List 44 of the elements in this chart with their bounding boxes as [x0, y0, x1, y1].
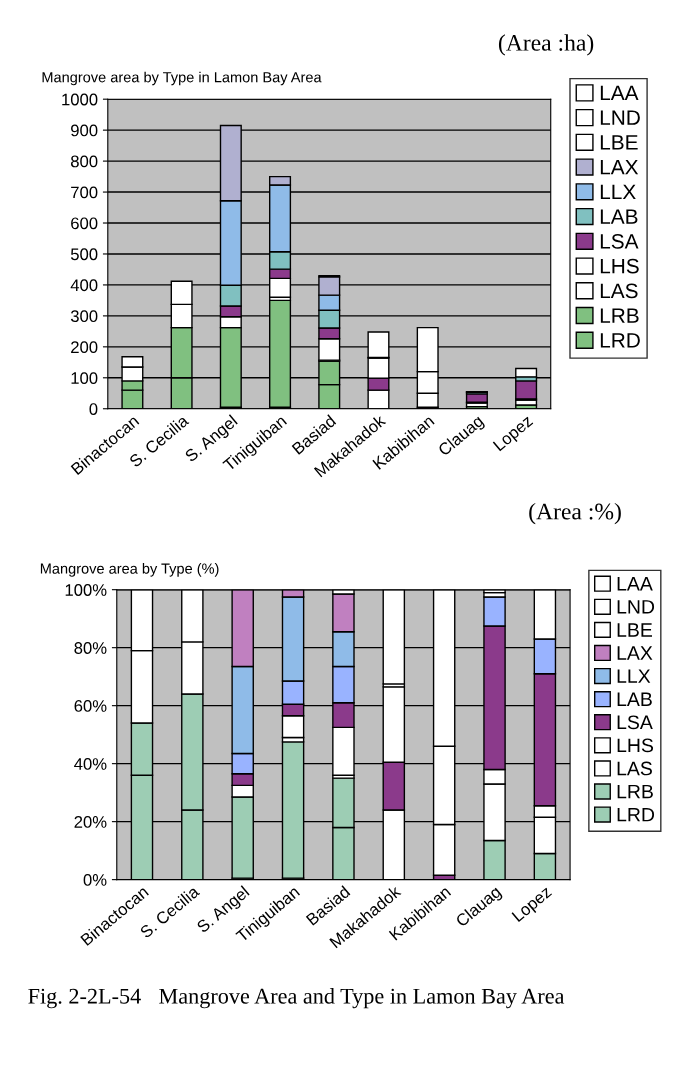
legend-label: LRD [600, 333, 640, 348]
y-tick-label: 300 [70, 310, 98, 323]
legend-label: LSA [617, 715, 653, 730]
y-tick-label: 500 [70, 248, 98, 261]
y-tick-label: 60% [74, 700, 107, 712]
y-tick-label: 1000 [62, 93, 98, 106]
chart-title: Mangrove area by Type in Lamon Bay Area [42, 71, 322, 86]
y-tick-label: 200 [71, 341, 98, 354]
legend-label: LRB [617, 784, 653, 799]
chart-title: Mangrove area by Type (%) [40, 563, 219, 577]
legend-label: LBE [600, 135, 638, 150]
legend-label: LLX [617, 669, 651, 683]
y-tick-label: 100% [65, 584, 107, 596]
legend-label: LAS [600, 283, 638, 299]
legend-label: LSA [600, 234, 639, 249]
legend-label: LAB [600, 209, 638, 224]
legend-label: LAX [600, 160, 639, 175]
legend-label: LRB [600, 308, 639, 323]
legend-label: LHS [617, 738, 654, 753]
y-tick-label: 40% [74, 758, 107, 770]
legend-label: LAS [617, 761, 652, 776]
y-tick-label: 600 [71, 217, 98, 230]
legend-label: LLX [600, 184, 636, 200]
y-tick-label: 80% [74, 642, 107, 654]
legend-label: LAB [617, 692, 652, 706]
legend-label: LND [617, 600, 655, 614]
legend-label: LAA [600, 85, 639, 101]
legend-label: LAX [617, 646, 653, 660]
y-tick-label: 20% [74, 816, 107, 828]
y-tick-label: 0% [83, 874, 107, 886]
y-tick-label: 0 [89, 403, 98, 415]
y-tick-label: 900 [71, 124, 98, 137]
y-tick-label: 700 [71, 186, 98, 199]
legend-label: LAA [617, 577, 653, 591]
caption: Fig. 2-2L-54 Mangrove Area and Type in Lamon Bay Area [28, 988, 565, 1009]
legend-label: LND [600, 110, 640, 125]
legend-label: LBE [617, 623, 652, 637]
legend-label: LHS [600, 258, 639, 274]
text: (Area :%) [529, 502, 621, 525]
text: (Area :ha) [498, 34, 594, 56]
y-tick-label: 400 [70, 279, 98, 292]
y-tick-label: 800 [70, 155, 98, 168]
legend-label: LRD [617, 807, 655, 822]
y-tick-label: 100 [71, 372, 98, 384]
